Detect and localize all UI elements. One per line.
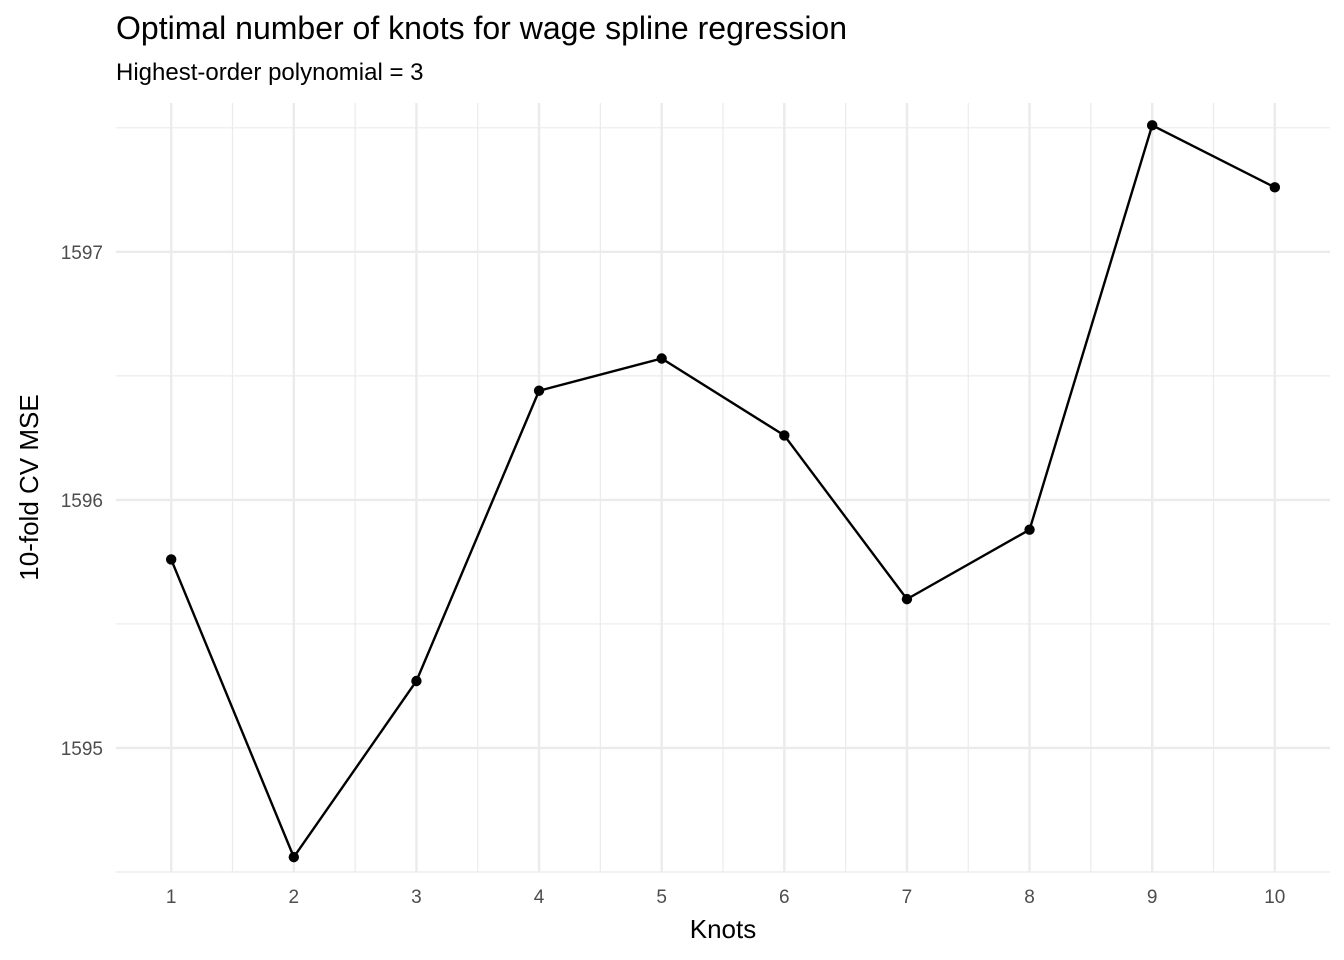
- chart-title: Optimal number of knots for wage spline …: [116, 10, 848, 46]
- y-axis-title: 10-fold CV MSE: [14, 394, 44, 580]
- minor-gridlines: [116, 103, 1330, 873]
- y-tick-label: 1595: [61, 739, 103, 760]
- data-point: [1024, 524, 1035, 535]
- data-point: [533, 385, 545, 396]
- x-tick-label: 7: [902, 887, 913, 908]
- x-tick-label: 9: [1147, 887, 1158, 908]
- x-tick-label: 3: [411, 887, 422, 908]
- data-point: [411, 675, 422, 687]
- x-tick-label: 4: [534, 887, 545, 908]
- x-tick-label: 10: [1264, 887, 1285, 908]
- series-cv-mse: [165, 120, 1281, 863]
- x-tick-label: 1: [166, 887, 177, 908]
- x-tick-label: 8: [1024, 887, 1035, 908]
- y-tick-label: 1597: [61, 243, 103, 264]
- data-point: [779, 430, 790, 441]
- chart-subtitle: Highest-order polynomial = 3: [116, 59, 424, 86]
- series-line: [170, 124, 1276, 859]
- x-tick-label: 2: [289, 887, 300, 908]
- data-point: [901, 593, 913, 605]
- data-point: [1269, 182, 1281, 193]
- data-point: [656, 353, 667, 364]
- x-axis-title: Knots: [690, 914, 757, 944]
- y-tick-label: 1596: [61, 491, 103, 512]
- major-gridlines: [116, 103, 1330, 872]
- data-point: [1146, 120, 1158, 131]
- x-tick-label: 5: [656, 887, 667, 908]
- x-tick-label: 6: [779, 887, 790, 908]
- data-point: [288, 851, 300, 863]
- x-axis-ticks: 1 2 3 4 5 6 7 8 9 10: [166, 887, 1285, 908]
- y-axis-ticks: 1595 1596 1597: [61, 243, 103, 760]
- data-point: [165, 554, 177, 565]
